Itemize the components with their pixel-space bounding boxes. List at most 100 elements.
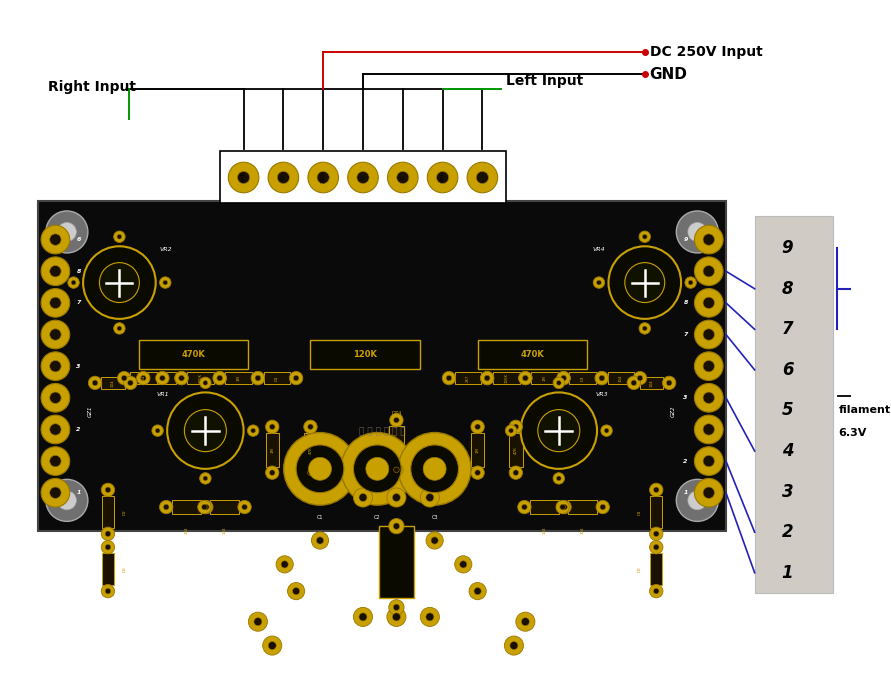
Text: ainL: ainL — [440, 172, 446, 182]
Circle shape — [41, 320, 69, 349]
Bar — [608, 373, 634, 384]
Circle shape — [304, 420, 317, 433]
Circle shape — [557, 371, 570, 385]
Circle shape — [437, 171, 449, 184]
Text: 104: 104 — [619, 375, 623, 382]
Circle shape — [317, 171, 330, 184]
Circle shape — [694, 383, 723, 412]
Text: J1: J1 — [516, 182, 523, 192]
Text: 1: 1 — [781, 564, 793, 582]
Circle shape — [100, 263, 139, 302]
Circle shape — [595, 371, 609, 385]
Circle shape — [105, 544, 110, 550]
Circle shape — [308, 162, 339, 193]
Circle shape — [71, 280, 76, 285]
Circle shape — [694, 288, 723, 317]
Circle shape — [41, 257, 69, 286]
Circle shape — [127, 380, 133, 385]
Bar — [569, 373, 596, 384]
Circle shape — [308, 458, 331, 481]
Circle shape — [558, 500, 571, 514]
Circle shape — [156, 371, 169, 385]
Text: 47K: 47K — [514, 446, 518, 454]
Circle shape — [460, 561, 467, 568]
Circle shape — [599, 375, 605, 381]
Circle shape — [475, 470, 480, 475]
Text: GZ2: GZ2 — [671, 406, 676, 417]
Circle shape — [557, 371, 570, 385]
Circle shape — [307, 470, 314, 475]
Circle shape — [293, 375, 299, 381]
Circle shape — [634, 371, 647, 385]
Bar — [478, 340, 587, 369]
Circle shape — [666, 380, 672, 385]
Circle shape — [136, 371, 150, 385]
Text: 1M: 1M — [476, 447, 479, 453]
Text: 47K: 47K — [308, 446, 313, 454]
Circle shape — [521, 504, 527, 510]
Circle shape — [519, 371, 532, 385]
Circle shape — [428, 162, 458, 193]
Bar — [530, 500, 559, 514]
Circle shape — [203, 476, 208, 481]
Circle shape — [560, 504, 566, 510]
Circle shape — [238, 500, 251, 514]
Circle shape — [653, 544, 659, 550]
Circle shape — [513, 424, 519, 429]
Circle shape — [307, 424, 314, 429]
Circle shape — [50, 329, 61, 340]
Circle shape — [50, 456, 61, 467]
Circle shape — [251, 371, 265, 385]
Circle shape — [393, 523, 400, 529]
Bar — [210, 500, 239, 514]
Circle shape — [509, 420, 522, 433]
Circle shape — [650, 527, 663, 541]
Text: VR2: VR2 — [159, 246, 172, 252]
Circle shape — [105, 589, 110, 594]
Circle shape — [637, 375, 642, 381]
Text: 104: 104 — [543, 526, 546, 534]
Circle shape — [266, 466, 279, 479]
Circle shape — [609, 246, 681, 319]
Circle shape — [604, 428, 609, 433]
Text: 470K: 470K — [520, 350, 544, 358]
Circle shape — [50, 265, 61, 277]
Circle shape — [423, 458, 446, 481]
Circle shape — [509, 466, 522, 479]
Circle shape — [203, 504, 209, 510]
Circle shape — [471, 466, 485, 479]
Bar — [172, 500, 200, 514]
Circle shape — [650, 585, 663, 598]
Circle shape — [248, 425, 259, 436]
Text: VR4: VR4 — [592, 246, 605, 252]
Circle shape — [57, 223, 77, 242]
Circle shape — [105, 487, 110, 493]
Circle shape — [50, 424, 61, 435]
Text: 104: 104 — [650, 379, 653, 387]
Circle shape — [114, 323, 125, 334]
Circle shape — [387, 608, 406, 626]
Circle shape — [694, 320, 723, 349]
Circle shape — [421, 608, 439, 626]
Circle shape — [114, 231, 125, 242]
Circle shape — [276, 556, 293, 573]
Text: 8: 8 — [77, 269, 81, 274]
Text: D3: D3 — [638, 566, 642, 572]
Circle shape — [480, 371, 494, 385]
Circle shape — [290, 371, 303, 385]
Text: DC 250V Input: DC 250V Input — [650, 45, 763, 59]
Text: 1M: 1M — [270, 447, 274, 453]
Bar — [304, 433, 317, 467]
Circle shape — [159, 277, 171, 288]
Circle shape — [50, 487, 61, 498]
Text: 120K: 120K — [354, 350, 377, 358]
Circle shape — [217, 375, 223, 381]
Circle shape — [41, 415, 69, 443]
Circle shape — [676, 211, 718, 253]
Circle shape — [556, 476, 561, 481]
Text: GZ1: GZ1 — [88, 406, 94, 417]
Circle shape — [228, 162, 259, 193]
Circle shape — [688, 280, 693, 285]
Text: D2: D2 — [122, 509, 127, 515]
Circle shape — [118, 371, 131, 385]
